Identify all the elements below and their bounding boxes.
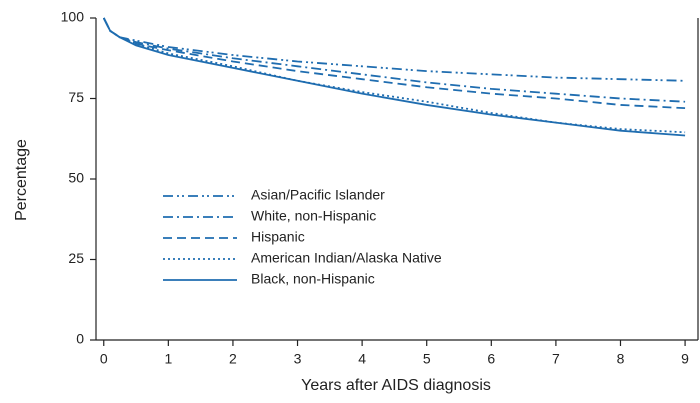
y-axis-label: Percentage	[13, 139, 30, 221]
y-tick-label: 50	[68, 170, 84, 186]
line-series	[102, 17, 686, 134]
legend-label: American Indian/Alaska Native	[251, 250, 442, 266]
legend-label: Hispanic	[251, 229, 305, 245]
x-tick-label: 5	[423, 351, 431, 367]
x-tick-label: 2	[229, 351, 237, 367]
x-tick-label: 0	[100, 351, 108, 367]
legend-label: White, non-Hispanic	[251, 208, 376, 224]
x-tick-label: 8	[617, 351, 625, 367]
legend-label: Black, non-Hispanic	[251, 271, 375, 287]
legend-label: Asian/Pacific Islander	[251, 187, 385, 203]
x-tick-label: 3	[294, 351, 302, 367]
x-axis-label: Years after AIDS diagnosis	[301, 377, 491, 394]
line-series	[102, 17, 686, 110]
y-tick-label: 100	[61, 9, 85, 25]
x-tick-label: 1	[164, 351, 172, 367]
x-tick-label: 9	[681, 351, 689, 367]
x-tick-label: 4	[358, 351, 366, 367]
x-tick-label: 6	[487, 351, 495, 367]
y-tick-label: 75	[68, 89, 84, 105]
y-tick-label: 25	[68, 250, 84, 266]
y-tick-label: 0	[76, 331, 84, 347]
x-tick-label: 7	[552, 351, 560, 367]
line-series	[102, 17, 686, 82]
line-series	[102, 17, 686, 137]
